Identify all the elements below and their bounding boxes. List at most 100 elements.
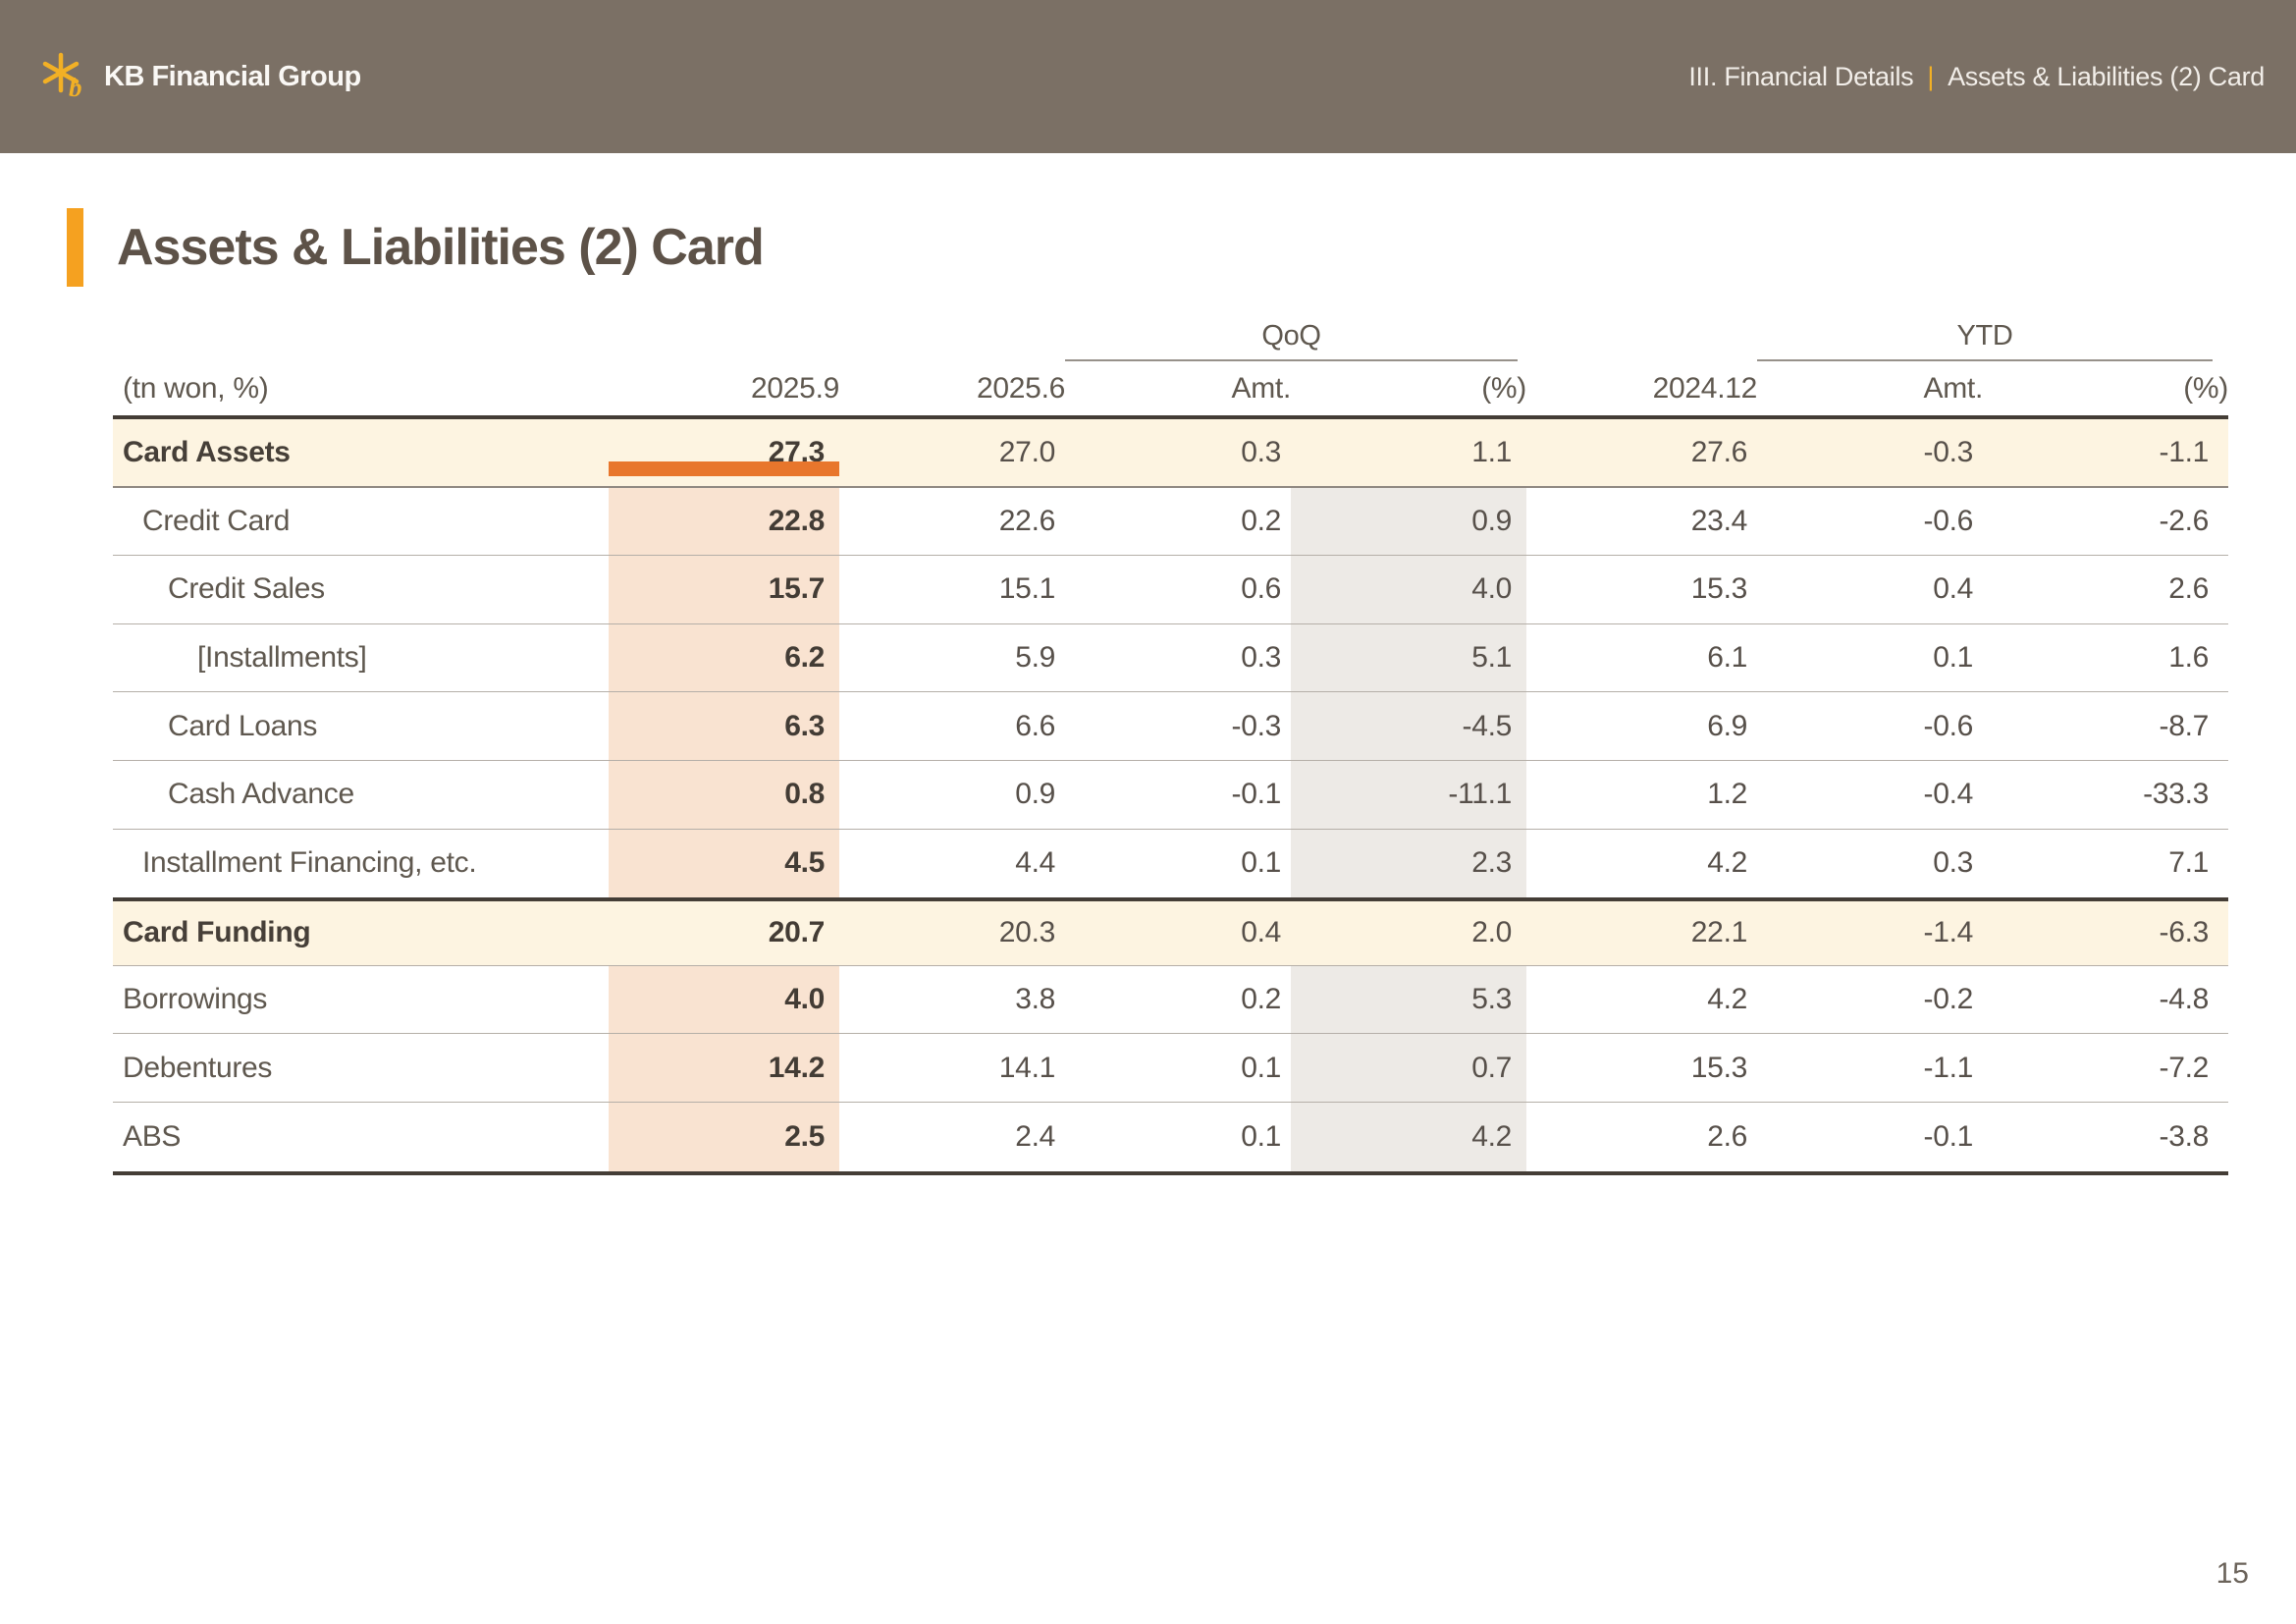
cell-value: 0.3 [1065,419,1291,488]
kb-star-icon: b [39,51,94,102]
cell-value: 2.4 [1015,1119,1055,1153]
cell-value: 4.2 [1707,846,1747,880]
title-accent-bar [67,208,83,287]
table-row: Installment Financing, etc. 4.5 4.4 0.1 2.3 4… [113,829,2228,898]
cell-value: 27.6 [1526,419,1757,488]
breadcrumb: III. Financial Details | Assets & Liabil… [1688,62,2265,92]
page-title: Assets & Liabilities (2) Card [117,219,765,276]
cell-value: 2.3 [1291,829,1526,898]
cell-value: 0.9 [839,761,1065,830]
row-label: Installment Financing, etc. [142,846,477,880]
breadcrumb-section: III. Financial Details [1688,61,1914,91]
cell-value: -2.6 [1983,488,2228,557]
cell-value: 15.3 [1526,556,1757,624]
cell-value: -0.3 [1757,419,1983,488]
cell-value: 4.0 [1291,556,1526,624]
cell-value: 5.9 [839,624,1065,693]
cell-value: 23.4 [1526,488,1757,557]
cell-value: 6.9 [1526,692,1757,761]
row-label: Credit Card [113,488,609,557]
cell-value: -33.3 [1983,761,2228,830]
cell-value: 14.1 [839,1034,1065,1103]
svg-text:b: b [69,73,82,102]
cell-value: 22.8 [609,487,839,557]
cell-value: -1.4 [1757,897,1983,966]
group-spacer [113,312,1065,361]
logo-text: KB Financial Group [104,60,361,92]
cell-value: 4.2 [1291,1102,1526,1171]
column-header: 2024.12 [1526,361,1757,419]
cell-value: 6.2 [609,623,839,693]
table-row: Debentures 14.2 14.1 0.1 0.7 15.3 -1.1 -7.2 [113,1034,2228,1103]
cell-value: 0.4 [1065,897,1291,966]
group-header-ytd: YTD [1757,312,2213,361]
cell-value: -7.2 [1983,1034,2228,1103]
table-row: Card Assets 27.3 27.0 0.3 1.1 27.6 -0.3 -1.1 [113,419,2228,488]
cell-value: 2.0 [1291,897,1526,966]
cell-value: 14.2 [609,1034,839,1103]
breadcrumb-separator: | [1927,61,1935,91]
page-number: 15 [2216,1557,2249,1590]
cell-value: -0.6 [1757,692,1983,761]
table-row: [Installments] 6.2 5.9 0.3 5.1 6.1 0.1 1.6 [113,623,2228,693]
cell-value: 5.1 [1291,623,1526,693]
cell-value: 1.6 [1983,624,2228,693]
cell-value: 4.0 [609,965,839,1035]
cell-value: 7.1 [2168,846,2209,880]
cell-value: 0.8 [609,760,839,830]
column-header: (%) [1291,361,1526,419]
cell-value: 6.1 [1526,624,1757,693]
cell-value: -8.7 [1983,692,2228,761]
cell-value: 0.1 [1241,846,1281,880]
cell-value: 6.6 [839,692,1065,761]
cell-value: -3.8 [2159,1119,2210,1153]
table-row: Cash Advance 0.8 0.9 -0.1 -11.1 1.2 -0.4 -33.3 [113,760,2228,830]
row-label: ABS [123,1119,182,1153]
cell-value: 27.3 [609,419,839,488]
cell-value: 2.5 [609,1102,839,1171]
cell-value: 0.2 [1065,966,1291,1035]
row-label: Card Loans [113,692,609,761]
table-column-header-row: (tn won, %) 2025.9 2025.6 Amt. (%) 2024.12 Am… [113,361,2228,476]
table-row: Credit Card 22.8 22.6 0.2 0.9 23.4 -0.6 -2.6 [113,487,2228,557]
table-row: Borrowings 4.0 3.8 0.2 5.3 4.2 -0.2 -4.8 [113,965,2228,1035]
cell-value: 4.4 [1015,846,1055,880]
column-header: Amt. [1757,361,1983,419]
row-label: Debentures [113,1034,609,1103]
cell-value: 0.4 [1757,556,1983,624]
cell-value: -0.6 [1757,488,1983,557]
column-header: 2025.9 [609,361,839,419]
row-label: [Installments] [113,624,609,693]
cell-value: -6.3 [1983,897,2228,966]
cell-value: 4.2 [1526,966,1757,1035]
cell-value: 0.2 [1065,488,1291,557]
group-header-qoq: QoQ [1065,312,1518,361]
cell-value: -0.1 [1065,761,1291,830]
cell-value: 20.7 [609,897,839,966]
cell-value: 6.3 [609,692,839,761]
cell-value: 0.3 [1065,624,1291,693]
cell-value: 27.0 [839,419,1065,488]
table-row: Card Loans 6.3 6.6 -0.3 -4.5 6.9 -0.6 -8.7 [113,692,2228,761]
cell-value: 20.3 [839,897,1065,966]
cell-value: 0.3 [1933,846,1973,880]
row-label: Cash Advance [113,761,609,830]
cell-value: -0.4 [1757,761,1983,830]
cell-value: 0.1 [1241,1119,1281,1153]
table-body: Card Assets 27.3 27.0 0.3 1.1 27.6 -0.3 -1.1 Cre… [113,419,2228,1171]
cell-value: 4.5 [609,829,839,898]
highlight-column-bar [609,461,839,476]
cell-value: -1.1 [1757,1034,1983,1103]
cell-value: 0.9 [1291,487,1526,557]
cell-value: 15.3 [1526,1034,1757,1103]
cell-value: -0.3 [1065,692,1291,761]
cell-value: -11.1 [1291,760,1526,830]
title-row: Assets & Liabilities (2) Card [67,208,765,287]
top-header-bar: b KB Financial Group III. Financial Deta… [0,0,2296,153]
cell-value: -4.5 [1291,692,1526,761]
column-header: Amt. [1065,361,1291,419]
financials-table: QoQ YTD (tn won, %) 2025.9 2025.6 Amt. (%) 2… [113,312,2228,1175]
cell-value: 1.2 [1526,761,1757,830]
cell-value: 5.3 [1291,965,1526,1035]
table-group-header-row: QoQ YTD [113,312,2228,361]
